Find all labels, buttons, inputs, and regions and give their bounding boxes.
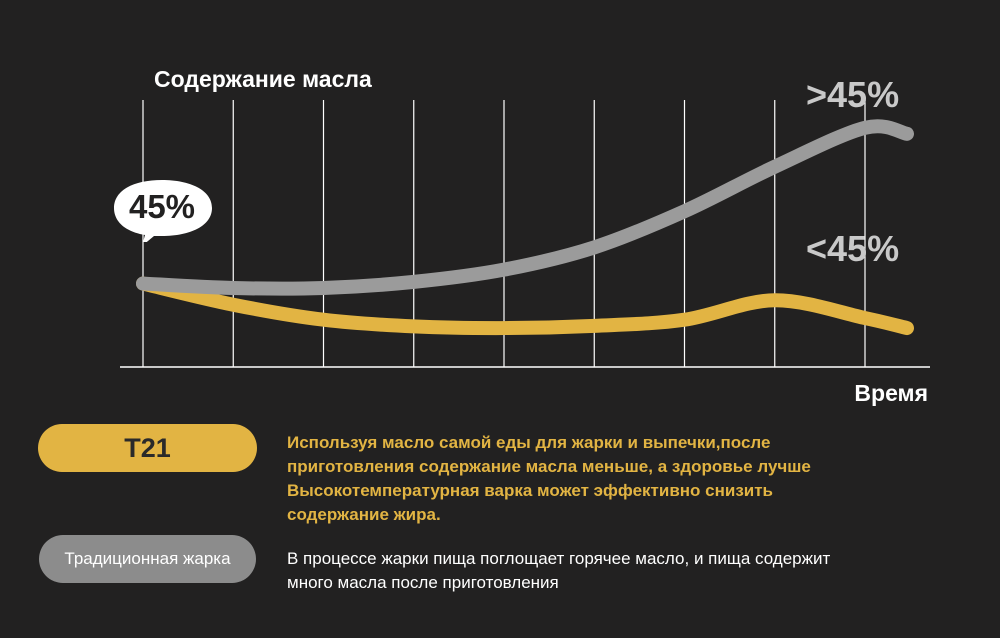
traditional-oil-line bbox=[136, 119, 914, 296]
traditional-legend-pill: Традиционная жарка bbox=[39, 535, 256, 583]
x-axis-label: Время bbox=[854, 380, 928, 406]
grid-lines bbox=[142, 100, 866, 367]
gray-end-label: >45% bbox=[806, 74, 900, 115]
oil-content-chart bbox=[120, 100, 930, 368]
traditional-description-line: В процессе жарки пища поглощает горячее … bbox=[287, 549, 831, 568]
t21-oil-line bbox=[136, 276, 914, 336]
t21-description-line: Высокотемпературная варка может эффектив… bbox=[287, 481, 774, 500]
y-axis-label: Содержание масла bbox=[154, 66, 372, 92]
t21-description-line: содержание жира. bbox=[287, 505, 441, 524]
t21-description: Используя масло самой еды для жарки и вы… bbox=[287, 431, 967, 527]
traditional-description-line: много масла после приготовления bbox=[287, 573, 559, 592]
t21-description-line: приготовления содержание масла меньше, а… bbox=[287, 457, 811, 476]
start-value-bubble: 45% bbox=[112, 178, 216, 246]
traditional-description: В процессе жарки пища поглощает горячее … bbox=[287, 547, 967, 595]
t21-legend-pill: T21 bbox=[38, 424, 257, 472]
gold-end-label: <45% bbox=[806, 228, 900, 269]
speech-bubble-shape bbox=[114, 180, 212, 246]
series-layer bbox=[136, 119, 914, 336]
t21-description-line: Используя масло самой еды для жарки и вы… bbox=[287, 433, 771, 452]
start-value-label: 45% bbox=[128, 188, 196, 225]
